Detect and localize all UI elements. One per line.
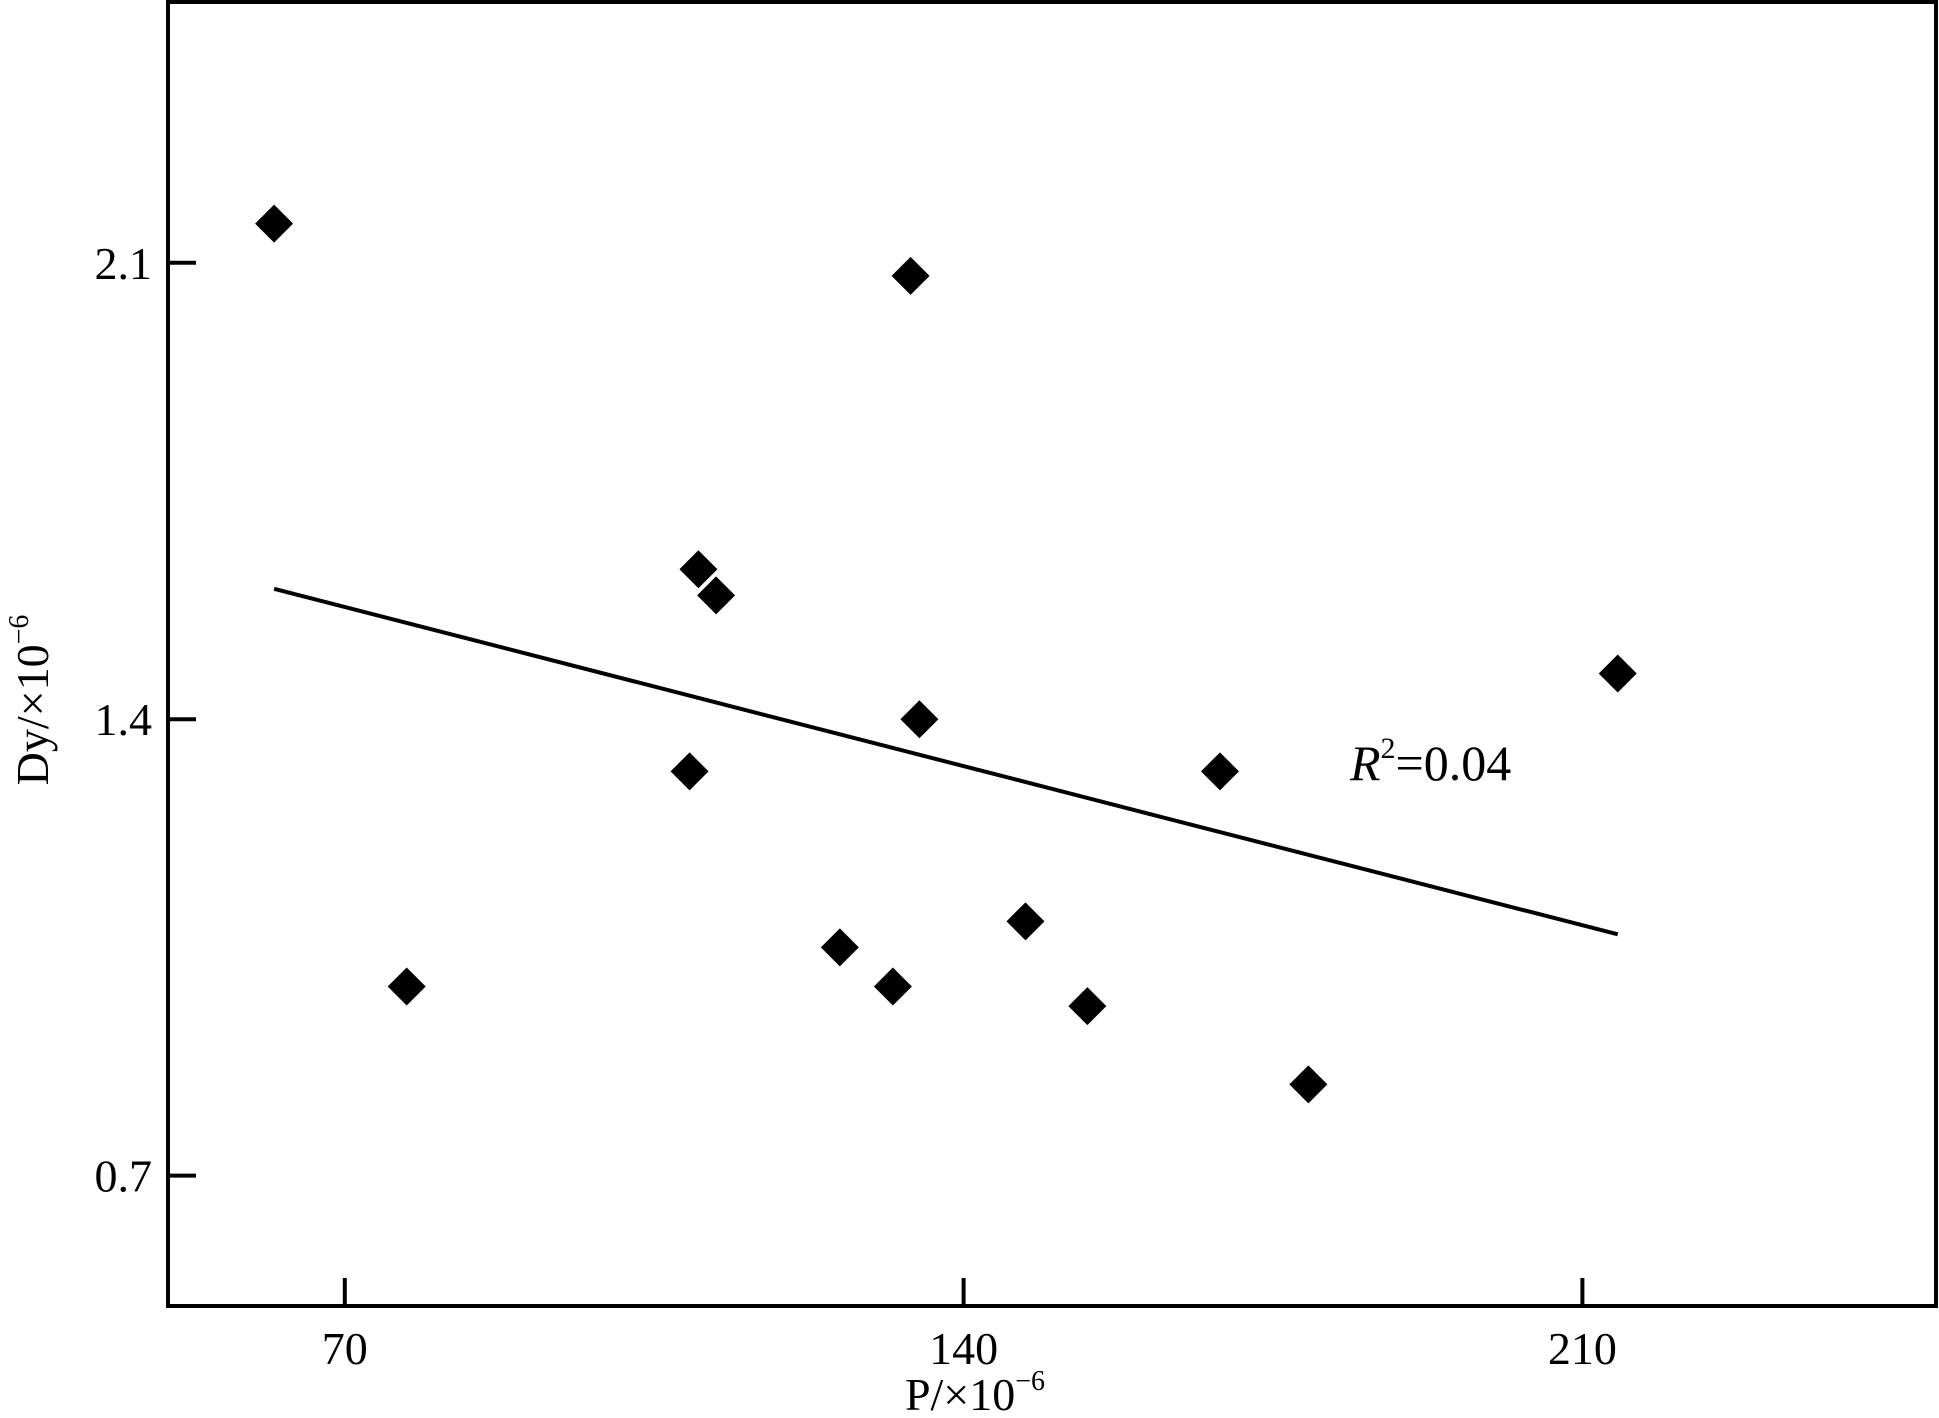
data-point — [1068, 987, 1107, 1026]
y-tick-label: 0.7 — [95, 1151, 153, 1202]
data-point — [1289, 1065, 1328, 1104]
data-point — [900, 700, 939, 739]
x-axis-label-exponent: −6 — [1015, 1366, 1045, 1397]
data-point — [255, 204, 294, 243]
data-point — [1598, 654, 1637, 693]
data-point — [679, 550, 718, 589]
data-points — [255, 204, 1637, 1104]
trendline — [273, 586, 1619, 937]
r-squared-value: =0.04 — [1396, 735, 1512, 791]
x-tick-label: 70 — [322, 1323, 368, 1374]
y-axis-label-base: Dy/×10 — [7, 644, 58, 785]
r-squared-symbol: R — [1349, 735, 1381, 791]
data-point — [387, 967, 426, 1006]
y-tick-label: 1.4 — [95, 694, 153, 745]
x-axis-label-base: P/×10 — [905, 1369, 1015, 1418]
x-tick-label: 210 — [1548, 1323, 1617, 1374]
trendline-group — [273, 586, 1619, 937]
data-point — [1200, 752, 1239, 791]
x-axis-label: P/×10−6 — [905, 1366, 1045, 1418]
y-tick-label: 2.1 — [95, 238, 153, 289]
data-point — [697, 576, 736, 615]
data-point — [873, 967, 912, 1006]
data-point — [1006, 902, 1045, 941]
x-axis-ticks: 70 140 210 — [322, 1278, 1617, 1374]
y-axis-label: Dy/×10−6 — [4, 615, 58, 786]
y-axis-ticks: 0.7 1.4 2.1 — [95, 238, 196, 1202]
x-tick-label: 140 — [929, 1323, 998, 1374]
plot-frame — [166, 0, 1938, 1308]
r-squared-annotation: R2=0.04 — [1349, 732, 1511, 791]
data-point — [670, 752, 709, 791]
data-point — [891, 256, 930, 295]
r-squared-exponent: 2 — [1381, 732, 1396, 765]
data-point — [820, 928, 859, 967]
y-axis-label-exponent: −6 — [4, 615, 35, 645]
